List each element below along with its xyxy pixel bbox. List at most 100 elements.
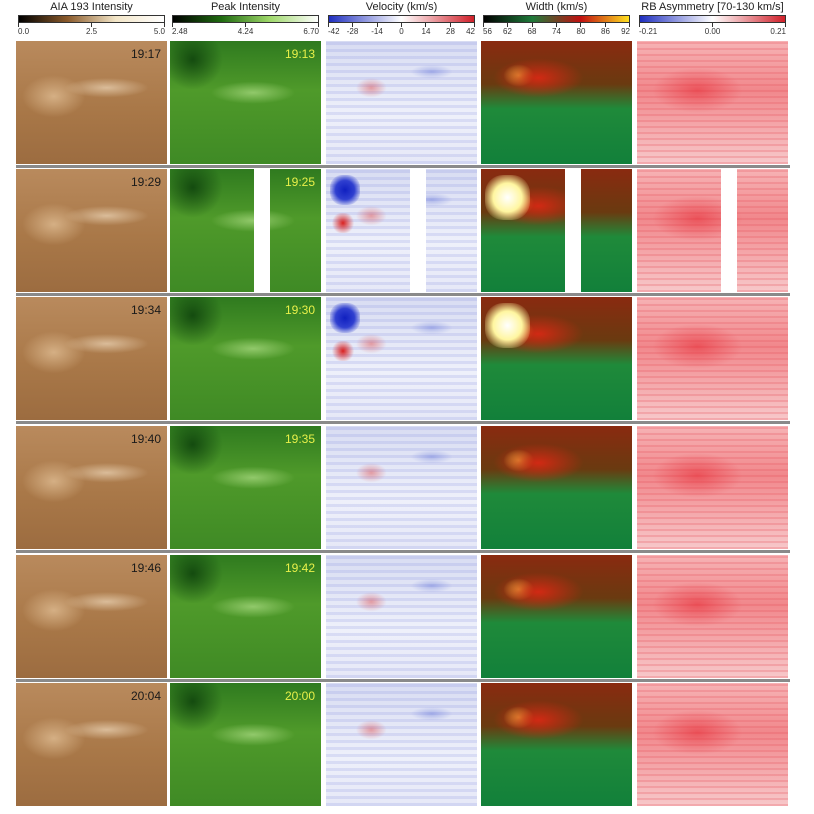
peak-map-row-3: 19:30 (170, 297, 321, 420)
colorbar-tick-mark (425, 23, 427, 27)
aia-map-row-1: 19:17 (16, 41, 167, 164)
colorbar-gradient (328, 15, 475, 23)
peak-map-row-4: 19:35 (170, 426, 321, 549)
colorbar-tick-mark (604, 23, 606, 27)
wid-map-row-5 (481, 555, 632, 678)
colorbar-title: RB Asymmetry [70-130 km/s] (641, 1, 784, 13)
aia-map-row-4: 19:40 (16, 426, 167, 549)
aia-map-row-5: 19:46 (16, 555, 167, 678)
colorbar-ticks: 0.0 2.5 5.0 (16, 27, 167, 39)
colorbar-tick-mark (376, 23, 378, 27)
bright-width-core (485, 175, 530, 220)
aia-timestamp: 20:04 (130, 689, 161, 703)
row-separator (16, 165, 790, 168)
peak-map-row-2: 19:25 (170, 169, 321, 292)
data-gap-stripe (565, 169, 581, 292)
colorbar-tick-mark (507, 23, 509, 27)
peak-map-row-6: 20:00 (170, 683, 321, 806)
redshift-patch (332, 213, 354, 233)
aia-timestamp: 19:40 (130, 432, 161, 446)
eis-timestamp: 19:42 (284, 561, 315, 575)
colorbar-tick-label: 28 (446, 27, 455, 36)
asym-map-row-1 (637, 41, 788, 164)
colorbar-tick-mark (580, 23, 582, 27)
aia-map-row-2: 19:29 (16, 169, 167, 292)
asym-map-row-4 (637, 426, 788, 549)
colorbar-tick-label: 2.5 (85, 27, 98, 36)
aia-timestamp: 19:34 (130, 303, 161, 317)
data-gap-stripe (721, 169, 737, 292)
colorbar-tick-label: 80 (576, 27, 586, 36)
wid-map-row-4 (481, 426, 632, 549)
aia-map-row-6: 20:04 (16, 683, 167, 806)
colorbar-gradient (172, 15, 319, 23)
colorbar-tick-label: 68 (527, 27, 537, 36)
colorbar-peak: Peak Intensity 2.48 4.24 6.70 (170, 0, 321, 40)
colorbar-aia: AIA 193 Intensity 0.0 2.5 5.0 (16, 0, 167, 40)
colorbar-ticks: 2.48 4.24 6.70 (170, 27, 321, 39)
colorbar-tick-label: 86 (601, 27, 610, 36)
row-separator (16, 550, 790, 553)
colorbar-tick-mark (352, 23, 354, 27)
row-separator (16, 293, 790, 296)
aia-timestamp: 19:29 (130, 175, 161, 189)
colorbar-ticks: -0.21 0.00 0.21 (637, 27, 788, 39)
colorbar-tick-mark (474, 23, 475, 27)
colorbar-tick-label: 4.24 (237, 27, 254, 36)
colorbar-tick-mark (483, 23, 484, 27)
blueshift-core (330, 175, 360, 205)
colorbar-tick-mark (531, 23, 533, 27)
vel-map-row-4 (326, 426, 477, 549)
data-gap-stripe (254, 169, 270, 292)
colorbar-gradient (483, 15, 630, 23)
eis-timestamp: 19:13 (284, 47, 315, 61)
colorbar-tick-mark (318, 23, 319, 27)
colorbar-vel: Velocity (km/s) -42 -28 -14 0 14 28 42 (326, 0, 477, 40)
colorbar-tick-label: 0 (399, 27, 404, 36)
colorbar-ticks: -42 -28 -14 0 14 28 42 (326, 27, 477, 39)
wid-map-row-6 (481, 683, 632, 806)
row-separator (16, 421, 790, 424)
vel-map-row-2 (326, 169, 477, 292)
colorbar-ticks: 56 62 68 74 80 86 92 (481, 27, 632, 39)
colorbar-tick-label: 0.0 (18, 27, 30, 36)
colorbar-tick-mark (639, 23, 640, 27)
data-gap-stripe (410, 169, 426, 292)
colorbar-tick-label: 56 (483, 27, 492, 36)
vel-map-row-3 (326, 297, 477, 420)
colorbar-tick-label: 6.70 (303, 27, 319, 36)
colorbar-tick-label: -28 (346, 27, 359, 36)
colorbar-tick-mark (449, 23, 451, 27)
vel-map-row-6 (326, 683, 477, 806)
colorbar-title: AIA 193 Intensity (50, 1, 133, 13)
colorbar-title: Peak Intensity (210, 1, 281, 13)
colorbar-tick-mark (172, 23, 173, 27)
row-separator (16, 679, 790, 682)
eis-timestamp: 19:30 (284, 303, 315, 317)
colorbar-tick-label: 74 (552, 27, 561, 36)
peak-map-row-1: 19:13 (170, 41, 321, 164)
colorbar-tick-mark (91, 23, 92, 27)
aia-timestamp: 19:46 (130, 561, 161, 575)
wid-map-row-1 (481, 41, 632, 164)
colorbar-tick-mark (164, 23, 165, 27)
colorbar-gradient (639, 15, 786, 23)
wid-map-row-2 (481, 169, 632, 292)
aia-map-row-3: 19:34 (16, 297, 167, 420)
colorbar-tick-mark (18, 23, 19, 27)
asym-map-row-6 (637, 683, 788, 806)
colorbar-tick-label: 5.0 (153, 27, 165, 36)
colorbar-tick-label: 62 (503, 27, 512, 36)
wid-map-row-3 (481, 297, 632, 420)
colorbar-tick-mark (629, 23, 630, 27)
colorbar-asym: RB Asymmetry [70-130 km/s] -0.21 0.00 0.21 (637, 0, 788, 40)
colorbar-tick-label: 0.21 (770, 27, 786, 36)
asym-map-row-5 (637, 555, 788, 678)
colorbar-tick-mark (245, 23, 246, 27)
bright-width-core (485, 303, 530, 348)
asym-map-row-3 (637, 297, 788, 420)
colorbar-tick-label: 0.00 (704, 27, 721, 36)
colorbar-tick-mark (328, 23, 329, 27)
colorbar-title: Velocity (km/s) (365, 1, 438, 13)
colorbar-tick-mark (785, 23, 786, 27)
